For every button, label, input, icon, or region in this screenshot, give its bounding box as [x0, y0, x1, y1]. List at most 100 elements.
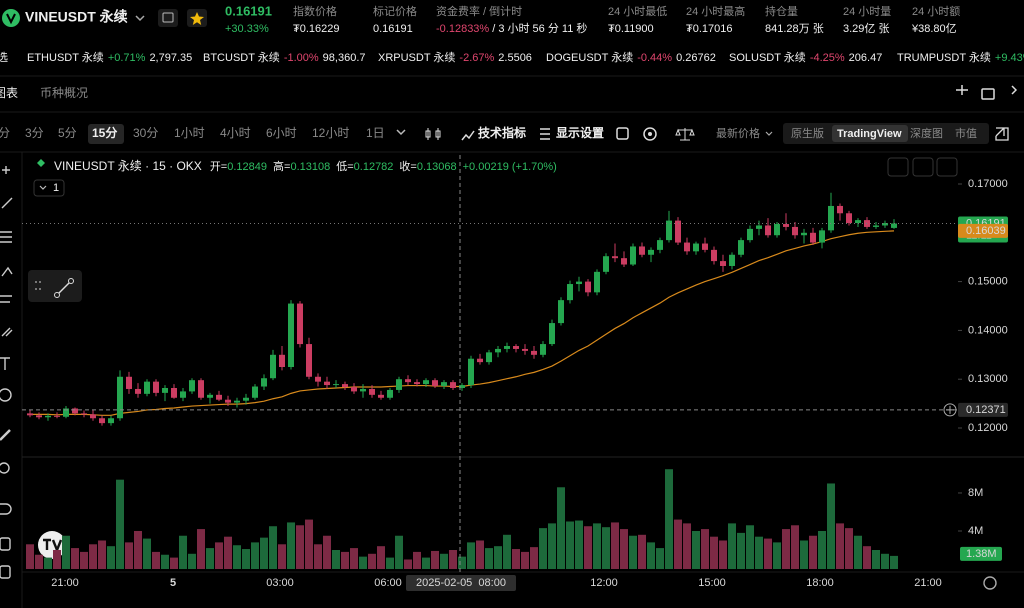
interval[interactable]: 1小时: [174, 126, 205, 140]
candle-body: [765, 225, 771, 236]
magnet-tool[interactable]: [0, 503, 12, 515]
symbol[interactable]: VINEUSDT 永续: [25, 9, 128, 25]
volume-bar: [341, 551, 349, 569]
volume-bar: [53, 549, 61, 569]
candle-body: [405, 379, 411, 383]
stat-value: 3.29亿 张: [843, 22, 889, 35]
volume-bar: [143, 538, 151, 569]
hide-tool[interactable]: [0, 565, 11, 579]
snapshot-icon[interactable]: [616, 127, 629, 140]
interval[interactable]: 6小时: [266, 126, 297, 140]
trend-line-tool[interactable]: [56, 280, 72, 296]
volume-bar: [854, 535, 862, 569]
volume-bar: [476, 540, 484, 569]
ticker-name[interactable]: DOGEUSDT 永续: [546, 50, 633, 64]
candle-body: [54, 415, 60, 417]
ticker-name[interactable]: ETHUSDT 永续: [27, 50, 104, 64]
indicator-icon[interactable]: [461, 130, 475, 141]
price-change: +30.33%: [225, 23, 269, 35]
interval-dropdown[interactable]: [396, 129, 406, 136]
candle-body: [756, 225, 762, 229]
alert-icon[interactable]: [956, 85, 968, 95]
volume-bar: [683, 523, 691, 569]
time-label: 5: [170, 577, 176, 589]
volume-bar: [674, 519, 682, 569]
view-tab[interactable]: 深度图: [910, 126, 943, 140]
legend-button[interactable]: [912, 157, 934, 177]
interval[interactable]: 30分: [133, 126, 158, 140]
fullscreen-icon[interactable]: [995, 127, 1009, 141]
price-type[interactable]: 最新价格: [716, 126, 760, 140]
candle-body: [288, 303, 294, 368]
pattern-tool[interactable]: [1, 266, 13, 277]
ticker-name[interactable]: BTCUSDT 永续: [203, 50, 280, 64]
ticker-name[interactable]: XRPUSDT 永续: [378, 50, 455, 64]
price-type-dropdown[interactable]: [765, 131, 773, 136]
volume-bar: [539, 528, 547, 569]
interval[interactable]: 12小时: [312, 126, 349, 140]
candle-body: [144, 381, 150, 394]
tab-chart[interactable]: 图表: [0, 86, 18, 100]
candle-body: [783, 224, 789, 227]
lock-tool[interactable]: [0, 537, 11, 551]
more-icon[interactable]: [1011, 85, 1018, 95]
badge-box[interactable]: [33, 179, 65, 197]
candle-body: [423, 380, 429, 385]
indicators-button[interactable]: 技术指标: [478, 125, 526, 140]
cross-tool[interactable]: [2, 166, 10, 174]
interval[interactable]: 1日: [366, 126, 385, 140]
display-button[interactable]: 显示设置: [556, 125, 604, 140]
interval[interactable]: 5分: [58, 126, 77, 140]
candle-body: [198, 380, 204, 398]
compare-icon[interactable]: [675, 128, 695, 141]
indicator-badge[interactable]: 1: [53, 182, 59, 194]
symbol-dropdown[interactable]: [135, 15, 145, 22]
settings-icon[interactable]: [643, 127, 657, 141]
ticker-price: 98,360.7: [323, 52, 366, 64]
volume-bar: [404, 559, 412, 569]
view-tab[interactable]: TradingView: [837, 128, 902, 140]
candle-body: [180, 391, 186, 398]
candle-type-icon[interactable]: [425, 128, 441, 140]
volume-bar: [170, 557, 178, 569]
emoji-tool[interactable]: [0, 388, 12, 402]
coin-logo: [2, 9, 20, 27]
volume-bar: [377, 546, 385, 569]
tab-overview[interactable]: 币种概况: [40, 86, 88, 100]
candle-body: [189, 380, 195, 392]
interval[interactable]: 4小时: [220, 126, 251, 140]
volume-bar: [611, 522, 619, 569]
candle-body: [36, 415, 42, 418]
projection-tool[interactable]: [0, 295, 12, 303]
volume-bar: [575, 520, 583, 569]
fib-tool[interactable]: [0, 231, 12, 243]
display-icon[interactable]: [540, 128, 550, 140]
interval[interactable]: 3分: [25, 126, 44, 140]
axis-settings[interactable]: [983, 576, 997, 590]
drag-handle[interactable]: [35, 281, 41, 290]
layout-icon[interactable]: [981, 88, 995, 100]
info-button[interactable]: [158, 9, 178, 27]
ticker-name[interactable]: SOLUSDT 永续: [729, 50, 806, 64]
legend-button[interactable]: [936, 157, 958, 177]
zoom-tool[interactable]: [0, 462, 10, 474]
ruler-tool[interactable]: [0, 429, 11, 441]
candle-body: [702, 243, 708, 250]
candle-body: [540, 344, 546, 355]
interval[interactable]: 分: [0, 126, 10, 140]
text-tool[interactable]: [0, 357, 10, 370]
volume-bar: [296, 525, 304, 569]
legend-button[interactable]: [887, 157, 909, 177]
brush-tool[interactable]: [1, 327, 13, 337]
crosshair-add[interactable]: [943, 403, 957, 417]
legend-value: 0.13068: [417, 161, 457, 173]
line-tool[interactable]: [1, 197, 13, 209]
view-tab[interactable]: 原生版: [791, 126, 824, 140]
candle-body: [387, 389, 393, 398]
volume-bar: [197, 529, 205, 569]
interval[interactable]: 15分: [92, 125, 117, 140]
ticker-name[interactable]: TRUMPUSDT 永续: [897, 50, 991, 64]
crosshair-price-label: 0.12371: [966, 404, 1006, 416]
view-tab[interactable]: 市值: [955, 126, 977, 140]
volume-bar: [647, 542, 655, 569]
